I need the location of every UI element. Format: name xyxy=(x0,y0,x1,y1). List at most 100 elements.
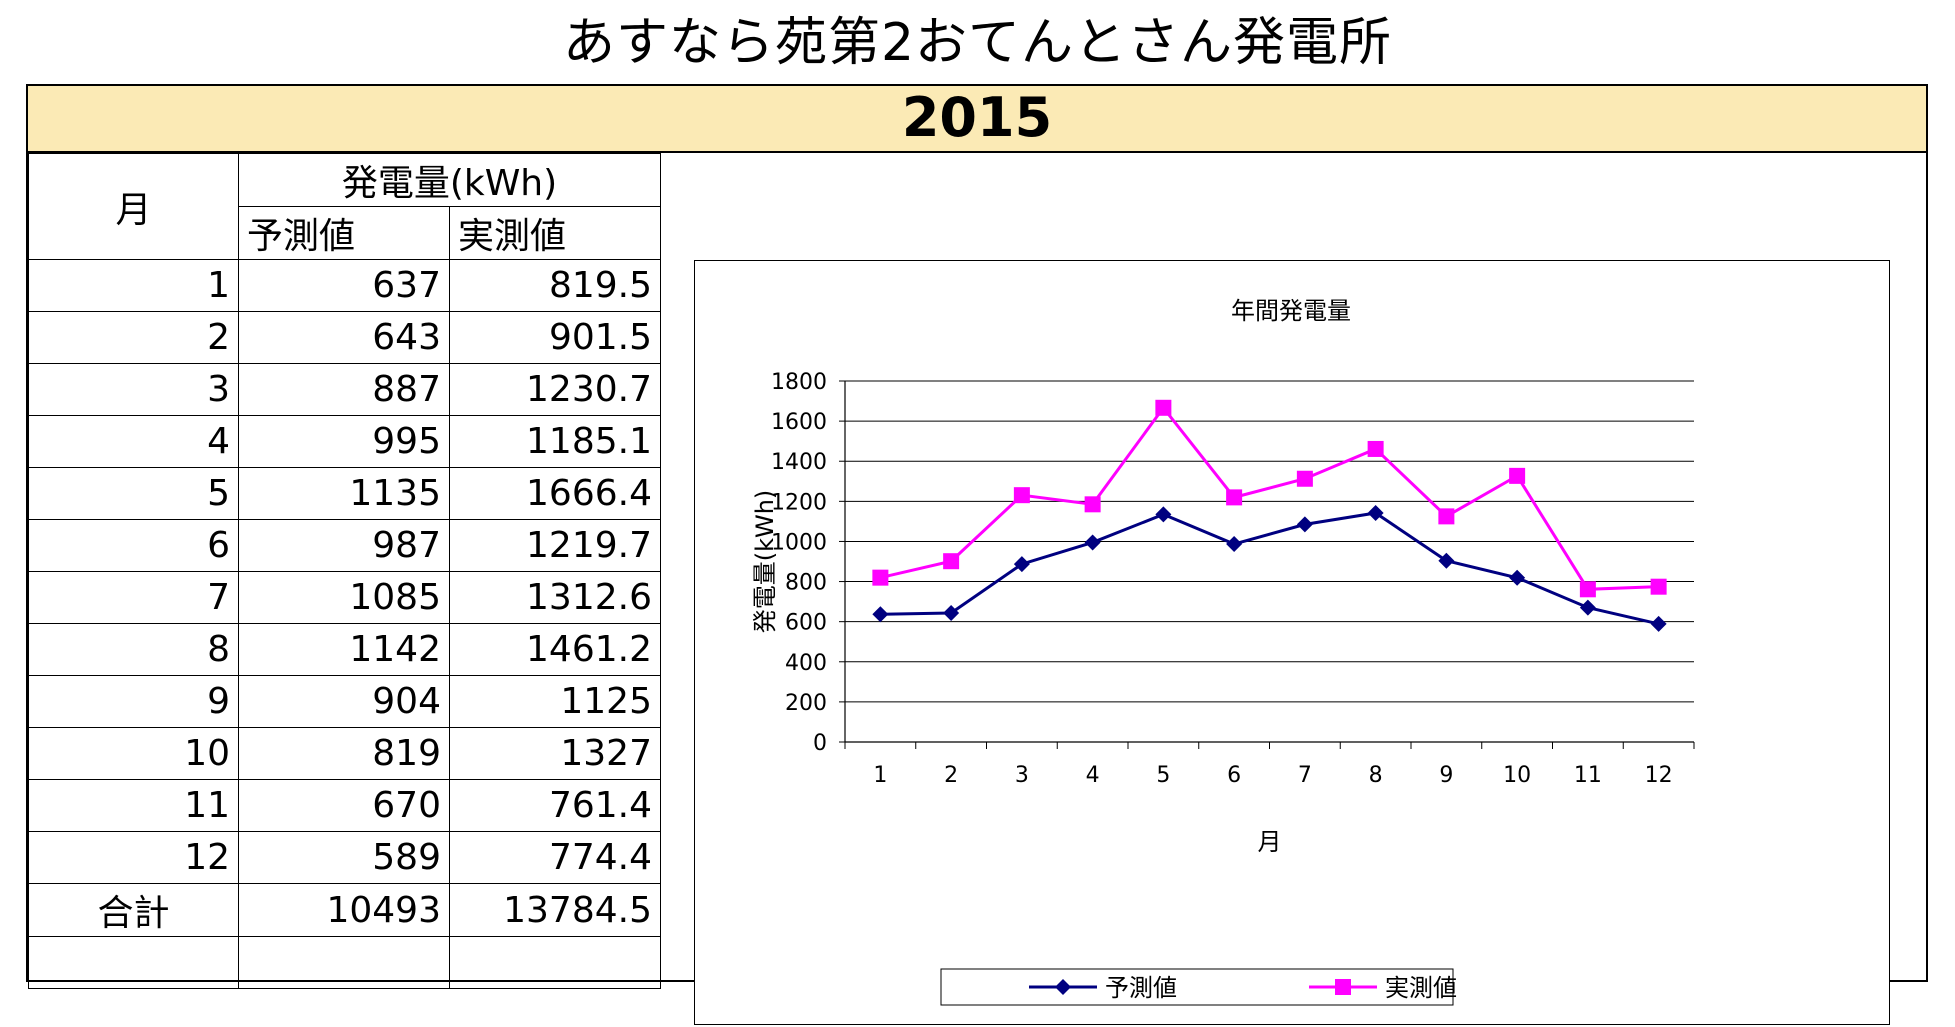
forecast-cell: 643 xyxy=(238,311,450,364)
total-forecast: 10493 xyxy=(238,883,450,937)
month-cell: 3 xyxy=(28,363,239,416)
table-row: 2 643 901.5 xyxy=(28,311,661,364)
x-tick-label: 10 xyxy=(1503,763,1531,788)
generation-group-header: 発電量(kWh) xyxy=(238,153,661,207)
actual-point xyxy=(943,553,960,570)
actual-point xyxy=(1438,508,1455,525)
series-line-actual xyxy=(880,405,1659,591)
y-tick-label: 800 xyxy=(785,571,827,596)
table-row: 7 1085 1312.6 xyxy=(28,571,661,624)
empty-cell xyxy=(28,936,239,989)
actual-point xyxy=(1013,487,1030,504)
total-actual: 13784.5 xyxy=(449,883,661,937)
chart-title: 年間発電量 xyxy=(1231,297,1351,325)
actual-point xyxy=(872,569,889,586)
forecast-point xyxy=(1438,552,1455,569)
empty-cell xyxy=(238,936,450,989)
forecast-cell: 589 xyxy=(238,831,450,884)
x-tick-label: 7 xyxy=(1298,763,1312,788)
forecast-cell: 987 xyxy=(238,519,450,572)
y-tick-label: 200 xyxy=(785,691,827,716)
forecast-point xyxy=(1013,556,1030,573)
actual-cell: 819.5 xyxy=(449,259,661,312)
actual-point xyxy=(1367,440,1384,457)
month-header: 月 xyxy=(28,153,239,260)
x-tick-label: 2 xyxy=(944,763,958,788)
actual-cell: 901.5 xyxy=(449,311,661,364)
x-tick-label: 6 xyxy=(1227,763,1241,788)
actual-cell: 1666.4 xyxy=(449,467,661,520)
year-heading: 2015 xyxy=(28,86,1926,153)
actual-point xyxy=(1084,496,1101,513)
series-line-forecast xyxy=(880,511,1659,626)
month-cell: 7 xyxy=(28,571,239,624)
actual-point xyxy=(1155,399,1172,416)
month-cell: 9 xyxy=(28,675,239,728)
y-tick-label: 1800 xyxy=(771,370,827,395)
report-frame: 2015 月 発電量(kWh) 予測値 実測値 1 637 819.5 2 643 901… xyxy=(26,84,1928,1025)
x-axis-label: 月 xyxy=(1258,828,1282,856)
table-row: 9 904 1125 xyxy=(28,675,661,728)
actual-cell: 1461.2 xyxy=(449,623,661,676)
forecast-cell: 1142 xyxy=(238,623,450,676)
forecast-cell: 1135 xyxy=(238,467,450,520)
table-row: 5 1135 1666.4 xyxy=(28,467,661,520)
forecast-point xyxy=(1084,534,1101,551)
empty-cell xyxy=(449,936,661,989)
forecast-cell: 904 xyxy=(238,675,450,728)
actual-point xyxy=(1579,581,1596,598)
month-cell: 10 xyxy=(28,727,239,780)
table-row: 4 995 1185.1 xyxy=(28,415,661,468)
actual-point xyxy=(1650,578,1667,595)
forecast-cell: 819 xyxy=(238,727,450,780)
x-tick-label: 5 xyxy=(1156,763,1170,788)
month-cell: 1 xyxy=(28,259,239,312)
empty-row xyxy=(28,936,661,989)
y-tick-label: 1600 xyxy=(771,410,827,435)
month-cell: 5 xyxy=(28,467,239,520)
forecast-point xyxy=(1155,506,1172,523)
forecast-point xyxy=(1579,599,1596,616)
table-row: 12 589 774.4 xyxy=(28,831,661,884)
x-tick-label: 12 xyxy=(1645,763,1673,788)
actual-cell: 1219.7 xyxy=(449,519,661,572)
actual-cell: 774.4 xyxy=(449,831,661,884)
x-tick-label: 1 xyxy=(873,763,887,788)
y-tick-label: 1000 xyxy=(771,530,827,555)
x-tick-label: 11 xyxy=(1574,763,1602,788)
table-row: 6 987 1219.7 xyxy=(28,519,661,572)
forecast-cell: 1085 xyxy=(238,571,450,624)
x-tick-label: 3 xyxy=(1015,763,1029,788)
month-cell: 12 xyxy=(28,831,239,884)
actual-cell: 1312.6 xyxy=(449,571,661,624)
legend-swatch-marker xyxy=(1055,979,1071,995)
month-cell: 6 xyxy=(28,519,239,572)
table-row: 10 819 1327 xyxy=(28,727,661,780)
actual-cell: 1185.1 xyxy=(449,415,661,468)
total-row: 合計 10493 13784.5 xyxy=(28,883,661,937)
generation-table: 月 発電量(kWh) 予測値 実測値 1 637 819.5 2 643 901.5 3 88… xyxy=(28,153,661,989)
y-tick-label: 1200 xyxy=(771,490,827,515)
y-tick-label: 600 xyxy=(785,611,827,636)
actual-point xyxy=(1509,467,1526,484)
forecast-point xyxy=(1226,536,1243,553)
forecast-point xyxy=(872,606,889,623)
forecast-header: 予測値 xyxy=(238,206,450,260)
forecast-point xyxy=(1296,516,1313,533)
month-cell: 2 xyxy=(28,311,239,364)
chart-area: 年間発電量 0 200 400 600 800 1000 1200 1400 1600 1800 1 2… xyxy=(694,260,1890,1025)
table-row: 1 637 819.5 xyxy=(28,259,661,312)
forecast-point xyxy=(943,605,960,622)
y-tick-label: 1400 xyxy=(771,450,827,475)
forecast-cell: 995 xyxy=(238,415,450,468)
month-cell: 8 xyxy=(28,623,239,676)
x-tick-label: 8 xyxy=(1369,763,1383,788)
legend-swatch-marker xyxy=(1335,979,1351,995)
page-title: あすなら苑第2おてんとさん発電所 xyxy=(562,13,1393,73)
forecast-cell: 637 xyxy=(238,259,450,312)
forecast-cell: 887 xyxy=(238,363,450,416)
actual-cell: 761.4 xyxy=(449,779,661,832)
table-row: 8 1142 1461.2 xyxy=(28,623,661,676)
table-row: 11 670 761.4 xyxy=(28,779,661,832)
